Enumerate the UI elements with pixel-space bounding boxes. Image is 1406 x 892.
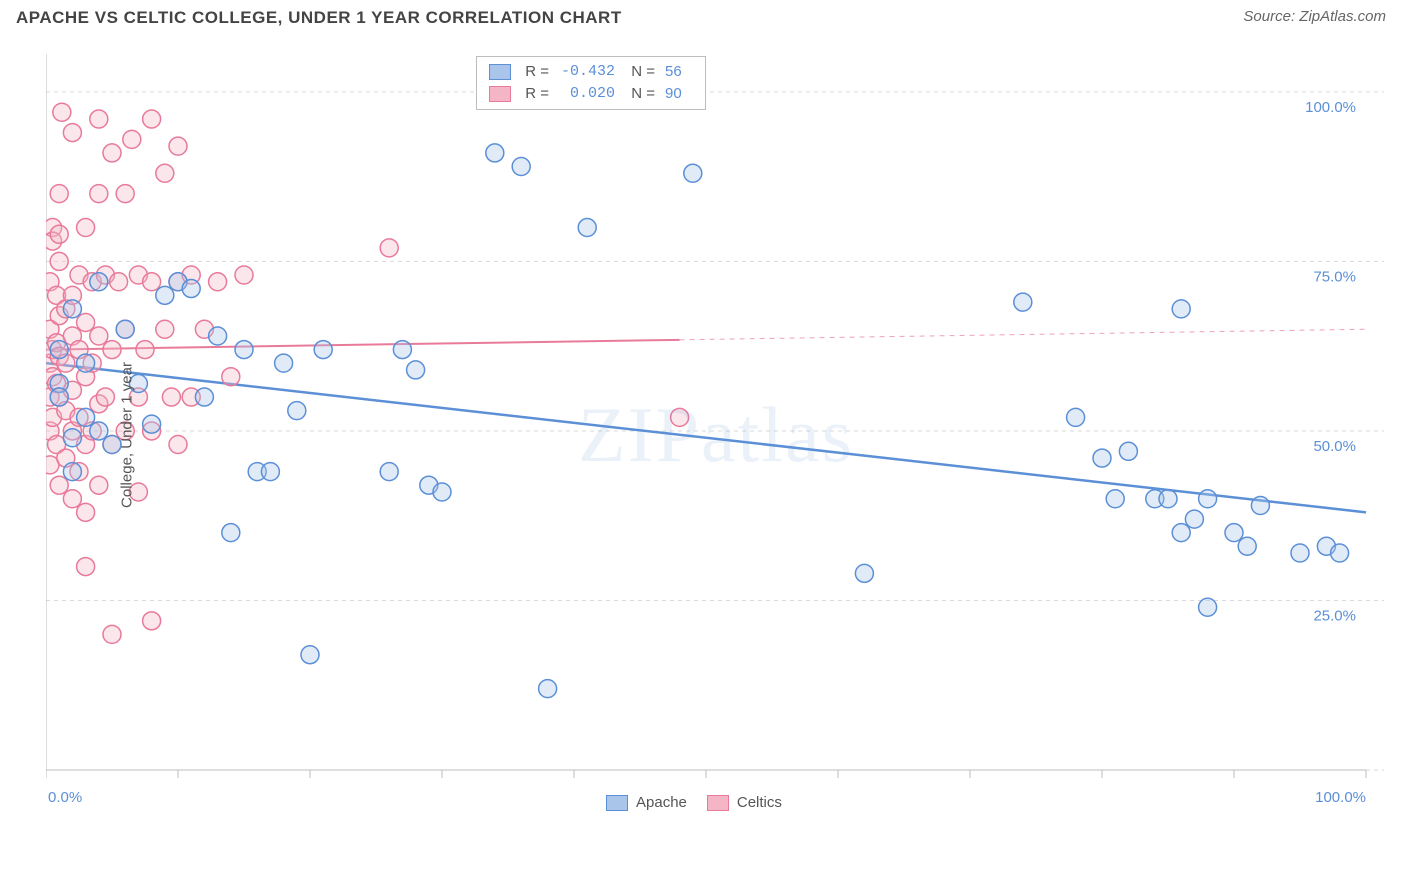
chart-container: APACHE VS CELTIC COLLEGE, UNDER 1 YEAR C… [0,0,1406,892]
n-label: N = [625,83,655,105]
legend-swatch [489,86,511,102]
svg-text:100.0%: 100.0% [1305,99,1356,116]
n-value: 90 [665,83,693,105]
svg-text:50.0%: 50.0% [1313,438,1356,455]
chart-title: APACHE VS CELTIC COLLEGE, UNDER 1 YEAR C… [16,8,622,28]
svg-text:100.0%: 100.0% [1315,789,1366,806]
svg-text:0.0%: 0.0% [48,789,82,806]
series-legend: Apache Celtics [606,794,782,811]
r-label: R = [521,83,549,105]
legend-swatch [606,795,628,811]
legend-row: R = -0.432 N = 56 [489,61,693,83]
y-axis-label: College, Under 1 year [118,362,135,508]
chart-area: College, Under 1 year ZIPatlas 25.0%50.0… [46,50,1386,820]
r-value: 0.020 [559,83,615,105]
legend-swatch [707,795,729,811]
scatter-plot-svg: 25.0% 50.0% 75.0% 100.0% 0.0% 100.0% [46,50,1386,820]
legend-swatch [489,64,511,80]
svg-text:25.0%: 25.0% [1313,607,1356,624]
svg-text:75.0%: 75.0% [1313,268,1356,285]
series-label: Apache [636,794,687,811]
n-value: 56 [665,61,693,83]
legend-row: R = 0.020 N = 90 [489,83,693,105]
n-label: N = [625,61,655,83]
correlation-legend: R = -0.432 N = 56 R = 0.020 N = 90 [476,56,706,110]
r-value: -0.432 [559,61,615,83]
series-legend-item: Celtics [707,794,782,811]
series-legend-item: Apache [606,794,687,811]
header-row: APACHE VS CELTIC COLLEGE, UNDER 1 YEAR C… [0,0,1406,28]
source-name: ZipAtlas.com [1299,8,1386,25]
series-label: Celtics [737,794,782,811]
source-prefix: Source: [1243,8,1299,25]
source-label: Source: ZipAtlas.com [1243,8,1386,25]
r-label: R = [521,61,549,83]
